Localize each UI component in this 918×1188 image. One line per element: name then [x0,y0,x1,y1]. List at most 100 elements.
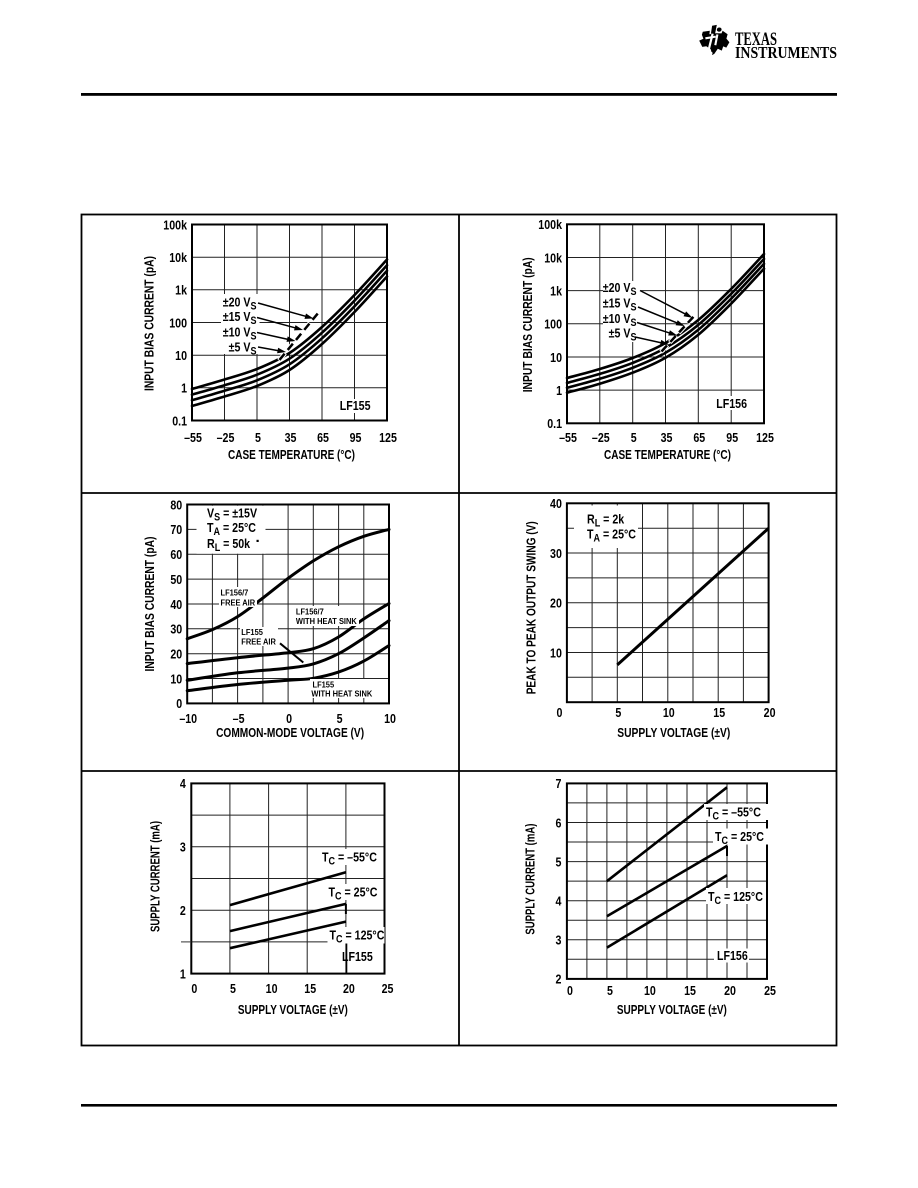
svg-text:65: 65 [693,430,705,445]
svg-text:30: 30 [550,546,562,561]
svg-text:LF156/7: LF156/7 [296,607,324,617]
svg-text:TC = 125°C: TC = 125°C [330,927,385,945]
svg-text:PEAK TO PEAK OUTPUT SWING (V): PEAK TO PEAK OUTPUT SWING (V) [524,521,539,694]
svg-text:10: 10 [175,348,187,363]
svg-text:SUPPLY VOLTAGE (±V): SUPPLY VOLTAGE (±V) [238,1002,348,1017]
svg-text:10: 10 [170,671,182,686]
svg-text:±5 VS: ±5 VS [609,325,637,343]
svg-text:±10 VS: ±10 VS [223,324,257,342]
svg-text:0: 0 [176,696,182,711]
svg-text:20: 20 [170,646,182,661]
svg-text:40: 40 [550,496,562,511]
svg-text:±5 VS: ±5 VS [229,339,257,357]
svg-text:2: 2 [555,972,561,987]
svg-text:60: 60 [170,547,182,562]
svg-text:1k: 1k [175,283,187,298]
svg-text:100: 100 [169,315,187,330]
svg-text:1: 1 [181,381,187,396]
svg-text:10k: 10k [169,250,187,265]
svg-text:20: 20 [550,595,562,610]
svg-text:INPUT BIAS CURRENT (pA): INPUT BIAS CURRENT (pA) [142,256,157,391]
svg-text:5: 5 [337,711,343,726]
svg-text:3: 3 [555,933,561,948]
svg-text:0.1: 0.1 [547,416,562,431]
svg-text:SUPPLY VOLTAGE (±V): SUPPLY VOLTAGE (±V) [617,1002,727,1017]
svg-text:7: 7 [555,776,561,791]
svg-text:95: 95 [726,430,738,445]
svg-text:LF156/7: LF156/7 [221,588,249,598]
svg-text:15: 15 [713,705,725,720]
svg-text:10: 10 [266,981,278,996]
svg-text:–55: –55 [184,430,202,445]
svg-text:1k: 1k [550,283,562,298]
svg-text:100: 100 [544,317,562,332]
svg-text:15: 15 [304,981,316,996]
svg-text:25: 25 [764,983,776,998]
svg-text:50: 50 [170,572,182,587]
svg-text:INSTRUMENTS: INSTRUMENTS [735,43,837,62]
svg-text:TC = 125°C: TC = 125°C [708,889,763,907]
svg-text:TC = 25°C: TC = 25°C [329,884,378,902]
svg-text:10: 10 [550,645,562,660]
svg-text:–25: –25 [217,430,235,445]
svg-text:TC = –55°C: TC = –55°C [322,849,377,867]
svg-text:INPUT BIAS CURRENT (pA): INPUT BIAS CURRENT (pA) [520,257,535,392]
svg-text:20: 20 [724,983,736,998]
svg-text:–5: –5 [233,711,245,726]
svg-text:INPUT BIAS CURRENT (pA): INPUT BIAS CURRENT (pA) [142,537,157,672]
svg-text:WITH HEAT SINK: WITH HEAT SINK [311,689,372,699]
svg-text:SUPPLY VOLTAGE (±V): SUPPLY VOLTAGE (±V) [617,725,730,740]
svg-text:CASE TEMPERATURE (°C): CASE TEMPERATURE (°C) [228,447,355,462]
svg-text:LF156: LF156 [717,948,748,963]
svg-text:25: 25 [382,981,394,996]
svg-text:VS = ±15V: VS = ±15V [207,506,257,524]
svg-text:6: 6 [555,815,561,830]
svg-text:65: 65 [317,430,329,445]
svg-text:LF155: LF155 [340,398,371,413]
svg-text:LF156: LF156 [716,396,747,411]
svg-text:0: 0 [191,981,197,996]
svg-text:70: 70 [170,522,182,537]
svg-text:100k: 100k [163,217,187,232]
svg-text:TC = 25°C: TC = 25°C [715,829,764,847]
svg-text:80: 80 [170,497,182,512]
svg-text:5: 5 [607,983,613,998]
svg-text:10: 10 [663,705,675,720]
svg-text:10: 10 [644,983,656,998]
svg-text:±15 VS: ±15 VS [223,309,257,327]
svg-text:15: 15 [684,983,696,998]
svg-text:FREE AIR: FREE AIR [241,637,276,647]
svg-text:TEXAS: TEXAS [735,29,777,50]
svg-text:35: 35 [285,430,297,445]
svg-text:–25: –25 [592,430,610,445]
svg-text:4: 4 [180,776,186,791]
svg-text:TA = 25°C: TA = 25°C [587,526,636,544]
svg-text:LF155: LF155 [313,680,335,690]
svg-text:0: 0 [286,711,292,726]
svg-text:5: 5 [631,430,637,445]
svg-text:4: 4 [555,893,561,908]
svg-text:100k: 100k [538,217,562,232]
svg-text:20: 20 [764,705,776,720]
svg-text:3: 3 [180,840,186,855]
svg-text:95: 95 [350,430,362,445]
svg-text:0: 0 [557,705,563,720]
svg-text:COMMON-MODE VOLTAGE (V): COMMON-MODE VOLTAGE (V) [216,725,364,740]
svg-text:125: 125 [756,430,774,445]
svg-text:CASE TEMPERATURE (°C): CASE TEMPERATURE (°C) [604,447,731,462]
svg-text:5: 5 [255,430,261,445]
svg-text:FREE AIR: FREE AIR [221,598,256,608]
svg-text:35: 35 [661,430,673,445]
svg-text:0: 0 [567,983,573,998]
svg-text:2: 2 [180,903,186,918]
svg-text:LF155: LF155 [342,949,373,964]
svg-text:LF155: LF155 [241,627,263,637]
svg-text:RL = 50k: RL = 50k [207,536,250,554]
svg-text:1: 1 [180,966,186,981]
svg-text:10: 10 [384,711,396,726]
svg-text:10: 10 [550,350,562,365]
svg-text:125: 125 [379,430,397,445]
svg-text:TA = 25°C: TA = 25°C [207,520,256,538]
svg-text:40: 40 [170,597,182,612]
svg-text:30: 30 [170,622,182,637]
